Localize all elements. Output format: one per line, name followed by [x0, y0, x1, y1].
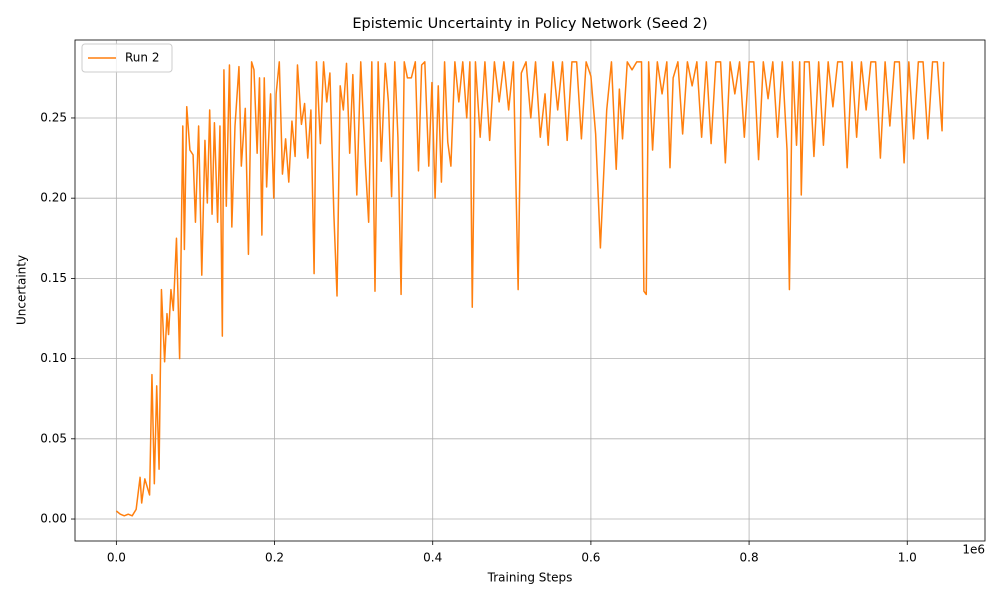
x-tick-label: 0.6	[581, 551, 600, 565]
data-line	[115, 61, 945, 517]
x-axis-label: Training Steps	[487, 571, 573, 585]
x-tick-label: 1.0	[898, 551, 917, 565]
y-tick-label: 0.10	[40, 351, 67, 365]
y-tick-label: 0.00	[40, 512, 67, 526]
legend-label: Run 2	[125, 51, 159, 65]
x-tick-label: 0.4	[423, 551, 442, 565]
chart-title: Epistemic Uncertainty in Policy Network …	[352, 16, 707, 32]
plot-frame	[74, 39, 986, 542]
legend-box	[81, 43, 173, 73]
x-tick-label: 0.8	[740, 551, 759, 565]
x-offset-label: 1e6	[962, 543, 985, 557]
y-tick-label: 0.25	[40, 110, 67, 124]
x-tick-label: 0.0	[107, 551, 126, 565]
y-tick-label: 0.20	[40, 191, 67, 205]
y-tick-label: 0.05	[40, 431, 67, 445]
y-axis-label: Uncertainty	[15, 255, 29, 325]
x-tick-label: 0.2	[265, 551, 284, 565]
y-tick-label: 0.15	[40, 271, 67, 285]
